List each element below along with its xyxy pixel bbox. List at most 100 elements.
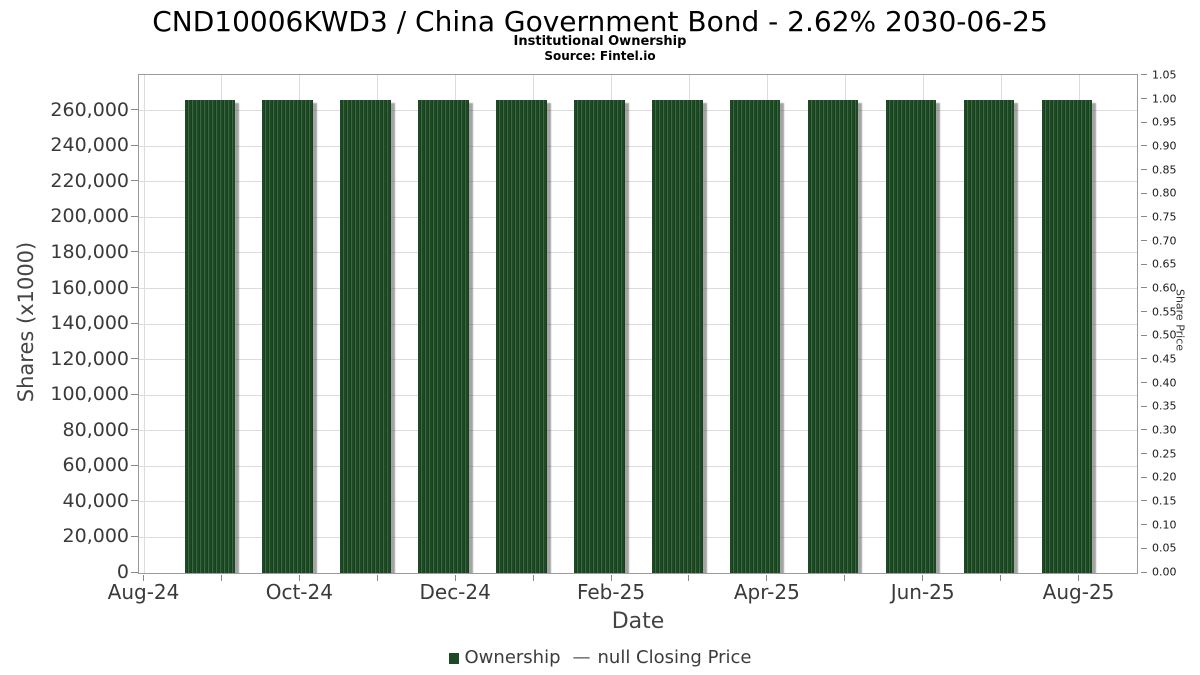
- y-tick-right: [1141, 571, 1147, 573]
- y-tick-right: [1141, 476, 1147, 478]
- y-tick-right: [1141, 74, 1147, 76]
- y-tick-label-right: 0.30: [1152, 423, 1177, 437]
- legend-separator-dash: —: [572, 647, 591, 668]
- x-tick-label: Jun-25: [890, 580, 955, 604]
- gridline-horizontal: [139, 252, 1137, 254]
- y-tick-left: [131, 180, 138, 182]
- x-tick: [844, 574, 846, 581]
- y-tick-label-right: 1.05: [1152, 68, 1177, 82]
- gridline-horizontal: [139, 465, 1137, 467]
- ownership-bar[interactable]: [418, 100, 469, 573]
- y-tick-label-right: 0.95: [1152, 115, 1177, 129]
- y-tick-left: [131, 500, 138, 502]
- y-tick-label-right: 0.10: [1152, 518, 1177, 532]
- y-tick-label-left: 60,000: [62, 454, 129, 477]
- chart-source: Source: Fintel.io: [544, 49, 656, 63]
- gridline-horizontal: [139, 501, 1137, 503]
- y-tick-left: [131, 144, 138, 146]
- y-tick-label-right: 0.40: [1152, 376, 1177, 390]
- x-tick: [454, 574, 456, 581]
- y-tick-label-right: 0.50: [1152, 328, 1177, 342]
- y-tick-right: [1141, 334, 1147, 336]
- x-tick: [610, 574, 612, 581]
- ownership-bar[interactable]: [262, 100, 313, 573]
- y-tick-label-right: 0.70: [1152, 234, 1177, 248]
- y-tick-label-right: 0.60: [1152, 281, 1177, 295]
- x-tick: [688, 574, 690, 581]
- x-axis-title: Date: [611, 609, 665, 634]
- x-tick-label: Oct-24: [265, 580, 333, 604]
- legend-ownership-label: Ownership: [464, 647, 561, 668]
- y-tick-left: [131, 358, 138, 360]
- ownership-bar[interactable]: [340, 100, 391, 573]
- y-tick-label-right: 0.25: [1152, 447, 1177, 461]
- y-tick-left: [131, 571, 138, 573]
- x-tick-label: Apr-25: [733, 580, 800, 604]
- ownership-bar[interactable]: [729, 100, 781, 573]
- y-tick-label-right: 0.35: [1152, 399, 1177, 413]
- y-tick-label-left: 140,000: [50, 312, 129, 335]
- x-tick: [298, 574, 300, 581]
- y-tick-label-left: 120,000: [50, 347, 129, 370]
- gridline-horizontal: [139, 536, 1137, 538]
- y-tick-left: [131, 215, 138, 217]
- y-tick-label-left: 160,000: [50, 276, 129, 299]
- x-tick: [1000, 574, 1002, 581]
- y-tick-right: [1141, 216, 1147, 218]
- ownership-bar[interactable]: [574, 100, 625, 573]
- x-tick: [376, 574, 378, 581]
- ownership-bar[interactable]: [184, 100, 235, 573]
- x-tick: [1078, 574, 1080, 581]
- x-tick-label: Dec-24: [419, 580, 491, 604]
- y-tick-label-left: 40,000: [62, 489, 129, 512]
- y-tick-label-right: 0.05: [1152, 541, 1177, 555]
- y-tick-label-left: 260,000: [50, 98, 129, 121]
- x-tick: [220, 574, 222, 581]
- x-tick: [922, 574, 924, 581]
- y-tick-left: [131, 429, 138, 431]
- ownership-bar[interactable]: [652, 100, 703, 573]
- gridline-horizontal: [139, 359, 1137, 361]
- y-tick-label-left: 100,000: [50, 383, 129, 406]
- legend-price-label: null Closing Price: [597, 647, 752, 668]
- x-tick-label: Feb-25: [576, 580, 646, 604]
- y-tick-right: [1141, 287, 1147, 289]
- ownership-bar[interactable]: [807, 100, 859, 573]
- chart-subtitle: Institutional Ownership: [513, 34, 687, 49]
- gridline-horizontal: [139, 145, 1137, 147]
- y-tick-right: [1141, 98, 1147, 100]
- y-tick-label-right: 0.75: [1152, 210, 1177, 224]
- ownership-bar[interactable]: [963, 100, 1015, 573]
- y-tick-label-left: 80,000: [62, 418, 129, 441]
- y-tick-label-right: 0.85: [1152, 163, 1177, 177]
- y-tick-right: [1141, 547, 1147, 549]
- plot-area: [138, 74, 1138, 574]
- gridline-horizontal: [139, 110, 1137, 112]
- ownership-bar[interactable]: [1041, 100, 1093, 573]
- y-tick-label-right: 0.15: [1152, 494, 1177, 508]
- gridline-horizontal: [139, 430, 1137, 432]
- y-tick-label-left: 220,000: [50, 169, 129, 192]
- x-tick: [532, 574, 534, 581]
- ownership-bar[interactable]: [496, 100, 547, 573]
- gridline-horizontal: [139, 181, 1137, 183]
- gridline-horizontal: [139, 288, 1137, 290]
- y-tick-label-left: 180,000: [50, 240, 129, 263]
- x-tick: [766, 574, 768, 581]
- y-tick-right: [1141, 121, 1147, 123]
- y-tick-right: [1141, 429, 1147, 431]
- y-tick-right: [1141, 169, 1147, 171]
- y-tick-label-right: 0.45: [1152, 352, 1177, 366]
- y-tick-left: [131, 322, 138, 324]
- y-tick-right: [1141, 311, 1147, 313]
- y-tick-right: [1141, 145, 1147, 147]
- y-tick-left: [131, 464, 138, 466]
- y-tick-right: [1141, 358, 1147, 360]
- gridline-horizontal: [139, 394, 1137, 396]
- y-tick-left: [131, 109, 138, 111]
- ownership-legend-marker-icon: [448, 652, 459, 664]
- ownership-bar[interactable]: [885, 100, 937, 573]
- y-tick-label-right: 1.00: [1152, 92, 1177, 106]
- y-tick-right: [1141, 240, 1147, 242]
